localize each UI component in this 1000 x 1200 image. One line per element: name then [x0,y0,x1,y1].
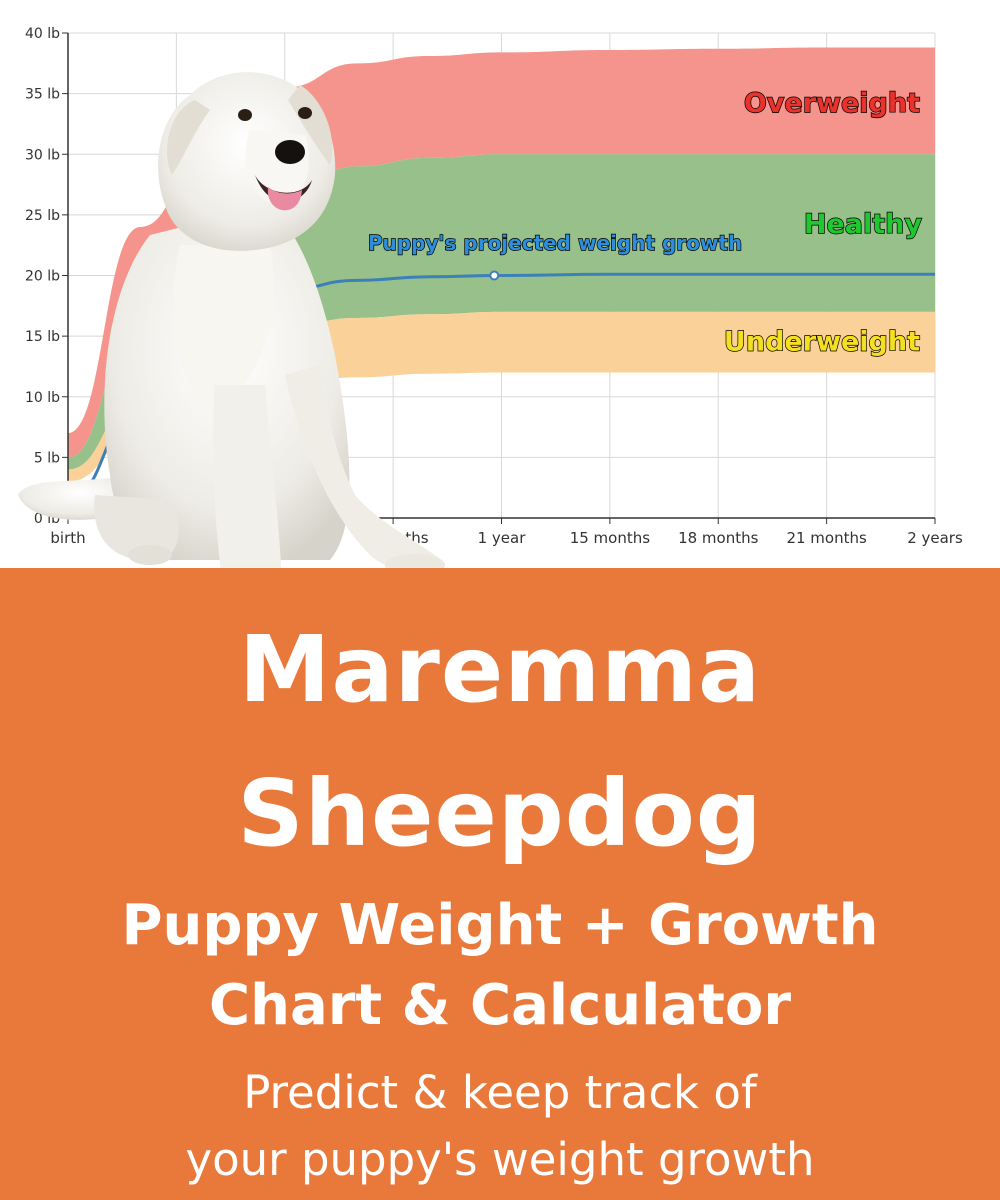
y-tick-label-3: 15 lb [25,329,60,345]
x-tick-label-4: 1 year [478,529,527,547]
band-label-overweight: Overweight [744,88,920,119]
white-dog-photo-icon [0,55,470,615]
x-tick-label-7: 21 months [786,529,867,547]
subtitle-line-2: Chart & Calculator [209,973,791,1038]
y-tick-label-1: 5 lb [34,450,60,466]
breed-title-line-1: Maremma [238,616,762,723]
y-tick-label-2: 10 lb [25,390,60,406]
y-tick-label-4: 20 lb [25,269,60,285]
subtitle-line-1: Puppy Weight + Growth [121,893,879,958]
series-label-0: Puppy's projected weight growth [368,231,742,255]
tagline-line-1: Predict & keep track of [243,1066,757,1119]
band-label-underweight: Underweight [724,327,920,358]
weight-chart: 0 lb 5 lb 10 lb 15 lb 20 lb 25 lb 30 lb 35 lb 40… [0,0,1000,602]
x-tick-label-8: 2 years [907,529,963,547]
x-tick-label-0: birth [50,529,85,547]
tagline-line-2: your puppy's weight growth [185,1133,815,1186]
y-tick-label-8: 40 lb [25,26,60,42]
y-tick-label-7: 35 lb [25,87,60,103]
y-tick-label-6: 30 lb [25,147,60,163]
band-label-healthy: Healthy [804,209,923,240]
breed-title-line-2: Sheepdog [237,760,763,867]
x-tick-label-6: 18 months [678,529,759,547]
x-tick-label-5: 15 months [570,529,651,547]
chart-band-labels: Overweight Healthy Underweight Puppy's proj… [367,87,923,358]
title-banner: Maremma Sheepdog Puppy Weight + Growth C… [0,568,1000,1200]
series-marker-0 [489,270,500,281]
y-tick-label-5: 25 lb [25,208,60,224]
